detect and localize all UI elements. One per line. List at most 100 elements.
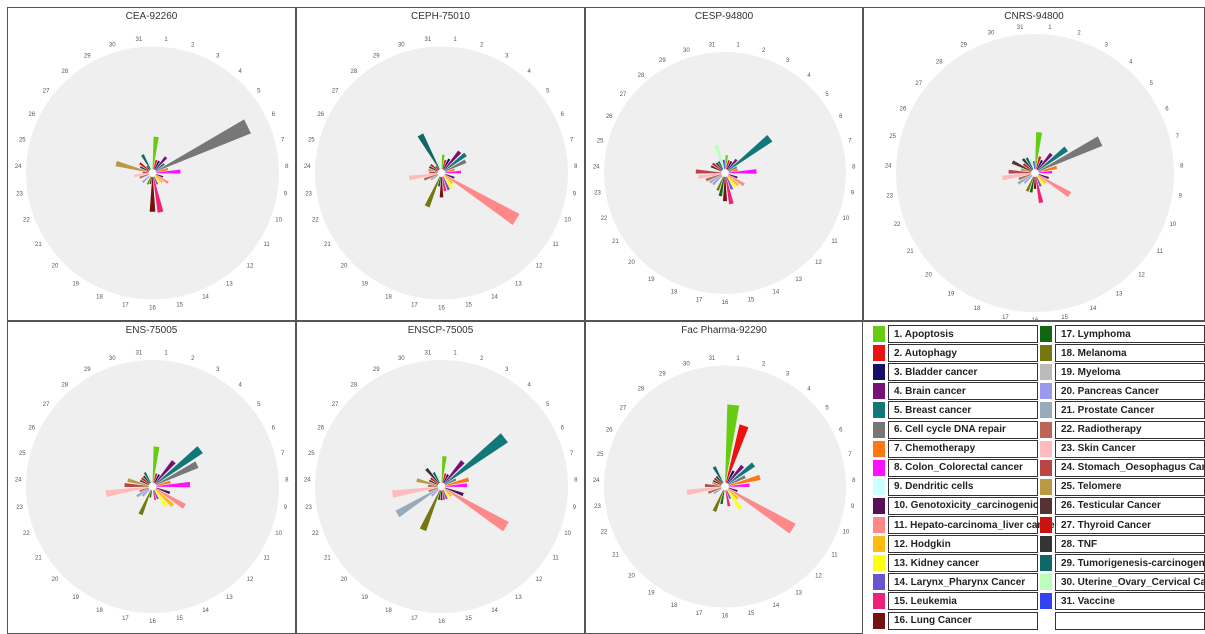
tick-label: 28	[936, 59, 943, 65]
tick-label: 13	[795, 277, 802, 283]
tick-label: 16	[722, 300, 729, 306]
tick-label: 25	[19, 137, 26, 143]
legend-label: 11. Hepato-carcinoma_liver cancer	[894, 519, 1059, 531]
bar-21	[713, 488, 722, 495]
bar-2	[153, 159, 158, 170]
bar-22	[705, 174, 722, 182]
bar-13	[727, 176, 737, 189]
legend-item: 7. Chemotherapy	[873, 439, 1038, 458]
tick-label: 30	[398, 356, 405, 362]
legend-label: 8. Colon_Colorectal cancer	[894, 462, 1023, 474]
tick-label: 19	[648, 590, 655, 596]
tick-label: 15	[465, 303, 472, 309]
tick-label: 24	[885, 164, 892, 170]
bar-27	[714, 477, 723, 485]
tick-label: 17	[122, 616, 129, 622]
bar-26	[712, 479, 722, 486]
tick-label: 22	[894, 222, 901, 228]
tick-label: 19	[948, 292, 955, 298]
bar-20	[1023, 175, 1033, 184]
legend-swatch	[873, 555, 885, 572]
legend-label: 26. Testicular Cancer	[1061, 500, 1161, 512]
tick-label: 17	[696, 611, 703, 617]
bar-13	[1037, 176, 1045, 186]
tick-label: 7	[281, 451, 285, 457]
bar-6	[444, 159, 467, 172]
tick-label: 12	[247, 577, 254, 583]
bar-7	[156, 167, 169, 173]
tick-label: 2	[191, 43, 195, 49]
polar-chart: 1234567891011121314151617181920212223242…	[304, 351, 578, 625]
legend-item: 28. TNF	[1040, 535, 1205, 554]
bar-11	[728, 174, 745, 187]
legend-swatch	[1040, 555, 1052, 572]
bar-28	[715, 162, 723, 171]
legend-label: 14. Larynx_Pharynx Cancer	[894, 576, 1026, 588]
polar-center	[438, 483, 445, 490]
bar-10	[156, 174, 164, 178]
tick-label: 28	[638, 73, 645, 79]
legend-item: 29. Tumorigenesis-carcinogenesis	[1040, 554, 1205, 573]
bar-22	[423, 174, 438, 181]
legend-empty-cell	[1055, 611, 1205, 630]
legend-swatch	[873, 574, 885, 591]
bar-29	[141, 154, 151, 170]
legend-label: 21. Prostate Cancer	[1061, 404, 1155, 416]
bar-18	[1025, 176, 1034, 192]
tick-label: 29	[84, 367, 91, 373]
bar-7	[1038, 165, 1058, 173]
tick-label: 23	[305, 191, 312, 197]
bar-30	[148, 162, 152, 170]
legend-swatch	[1040, 574, 1052, 591]
tick-label: 10	[843, 216, 850, 222]
bar-18	[424, 176, 441, 208]
bar-14	[442, 490, 448, 500]
bar-28	[435, 165, 440, 171]
tick-label: 18	[974, 306, 981, 312]
legend-item: 1. Apoptosis	[873, 325, 1038, 343]
polar-chart: 1234567891011121314151617181920212223242…	[304, 37, 578, 311]
bar-6	[444, 478, 457, 486]
legend-item: 21. Prostate Cancer	[1040, 401, 1205, 420]
tick-label: 2	[480, 356, 484, 362]
bar-2	[725, 160, 730, 170]
tick-label: 27	[43, 402, 50, 408]
bar-3	[154, 474, 160, 484]
bar-7	[156, 480, 171, 486]
bar-13	[154, 176, 161, 184]
bar-23	[1002, 173, 1032, 181]
bar-5	[155, 163, 165, 171]
bar-16	[149, 176, 156, 212]
tick-label: 11	[553, 242, 560, 248]
bar-8	[156, 169, 181, 174]
tick-label: 6	[272, 425, 276, 431]
bar-20	[141, 175, 150, 184]
bar-18	[146, 176, 152, 185]
legend-item: 12. Hodgkin	[873, 535, 1038, 554]
polar-center	[149, 170, 156, 176]
bar-14	[153, 176, 159, 185]
legend-label: 12. Hodgkin	[894, 538, 951, 550]
tick-label: 21	[324, 556, 331, 562]
tick-label: 4	[527, 69, 531, 75]
legend-swatch	[873, 326, 885, 342]
tick-label: 7	[570, 451, 574, 457]
legend-item: 2. Autophagy	[873, 344, 1038, 363]
legend-swatch	[873, 497, 885, 514]
tick-label: 28	[351, 382, 358, 388]
tick-label: 11	[553, 556, 560, 562]
tick-label: 13	[795, 590, 802, 596]
tick-label: 11	[1157, 249, 1164, 255]
legend-label: 30. Uterine_Ovary_Cervical Cancer	[1061, 576, 1205, 588]
bar-10	[156, 487, 171, 495]
tick-label: 14	[773, 290, 780, 296]
legend-label: 27. Thyroid Cancer	[1061, 519, 1152, 531]
legend-label: 6. Cell cycle DNA repair	[894, 424, 1006, 435]
tick-label: 20	[628, 260, 635, 266]
bar-27	[430, 477, 439, 485]
tick-label: 14	[1090, 306, 1097, 312]
legend-label: 9. Dendritic cells	[894, 481, 974, 493]
legend-item: 22. Radiotherapy	[1040, 420, 1205, 439]
tick-label: 15	[176, 616, 183, 622]
tick-label: 29	[84, 53, 91, 59]
